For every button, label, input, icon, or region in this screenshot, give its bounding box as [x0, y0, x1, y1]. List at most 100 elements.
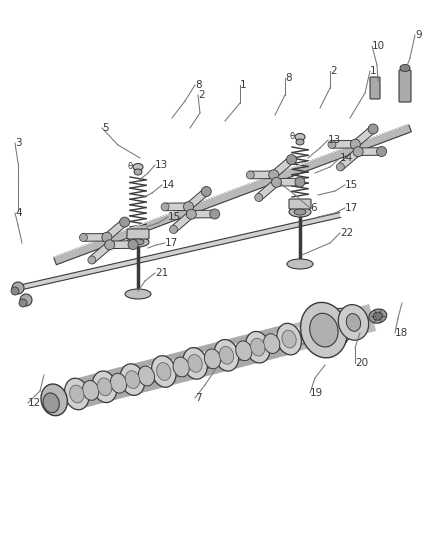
Circle shape	[268, 170, 279, 180]
Text: 6: 6	[310, 203, 317, 213]
Text: 17: 17	[165, 238, 178, 248]
Circle shape	[120, 217, 130, 227]
Text: 17: 17	[345, 203, 358, 213]
Text: 7: 7	[195, 393, 201, 403]
Polygon shape	[82, 219, 126, 241]
Text: 8: 8	[195, 80, 201, 90]
Text: θ: θ	[127, 162, 133, 171]
Text: 14: 14	[340, 153, 353, 163]
Circle shape	[79, 233, 88, 241]
Ellipse shape	[251, 338, 265, 356]
Ellipse shape	[294, 209, 306, 215]
Ellipse shape	[282, 330, 296, 348]
Polygon shape	[257, 179, 301, 201]
FancyBboxPatch shape	[399, 70, 411, 102]
Circle shape	[201, 187, 211, 197]
Polygon shape	[53, 124, 411, 265]
Ellipse shape	[41, 384, 67, 416]
Ellipse shape	[205, 349, 221, 369]
Text: 19: 19	[310, 388, 323, 398]
Text: 14: 14	[162, 180, 175, 190]
Circle shape	[128, 239, 138, 249]
Text: 15: 15	[168, 212, 181, 222]
Circle shape	[350, 139, 360, 149]
Text: 4: 4	[15, 208, 21, 218]
FancyBboxPatch shape	[370, 77, 380, 99]
Text: 5: 5	[102, 123, 109, 133]
Ellipse shape	[43, 393, 59, 413]
FancyBboxPatch shape	[289, 199, 311, 209]
Text: 1: 1	[370, 66, 377, 76]
Polygon shape	[304, 308, 359, 350]
Ellipse shape	[188, 354, 202, 372]
Text: 21: 21	[155, 268, 168, 278]
Circle shape	[102, 232, 112, 243]
Circle shape	[353, 147, 363, 157]
Text: 13: 13	[155, 160, 168, 170]
Ellipse shape	[134, 169, 142, 175]
Polygon shape	[164, 188, 208, 211]
Text: 10: 10	[372, 41, 385, 51]
Circle shape	[336, 163, 344, 171]
Ellipse shape	[173, 357, 189, 377]
Text: θ: θ	[290, 132, 295, 141]
Circle shape	[295, 177, 305, 187]
Ellipse shape	[236, 341, 252, 361]
Circle shape	[170, 225, 177, 233]
Ellipse shape	[373, 312, 383, 320]
Circle shape	[377, 147, 387, 157]
Ellipse shape	[346, 313, 360, 332]
Ellipse shape	[264, 334, 280, 353]
Ellipse shape	[157, 362, 171, 381]
Ellipse shape	[125, 289, 151, 299]
Text: 3: 3	[15, 138, 21, 148]
Text: 22: 22	[340, 228, 353, 238]
Text: 9: 9	[415, 30, 422, 40]
Ellipse shape	[214, 340, 239, 371]
Ellipse shape	[152, 356, 176, 387]
Ellipse shape	[64, 378, 89, 410]
Ellipse shape	[338, 305, 369, 340]
Ellipse shape	[110, 373, 127, 393]
Ellipse shape	[289, 207, 311, 217]
Text: 13: 13	[328, 135, 341, 145]
Ellipse shape	[219, 346, 233, 364]
Ellipse shape	[300, 302, 347, 358]
Ellipse shape	[127, 237, 149, 247]
Ellipse shape	[295, 133, 305, 141]
Ellipse shape	[98, 378, 112, 395]
Ellipse shape	[70, 385, 84, 403]
Circle shape	[368, 124, 378, 134]
Text: 12: 12	[28, 398, 41, 408]
Ellipse shape	[83, 381, 99, 400]
Circle shape	[328, 140, 336, 148]
Polygon shape	[172, 210, 216, 233]
FancyBboxPatch shape	[127, 229, 149, 239]
Ellipse shape	[287, 259, 313, 269]
Polygon shape	[339, 148, 383, 171]
Polygon shape	[91, 241, 134, 264]
Ellipse shape	[310, 313, 338, 347]
Circle shape	[105, 240, 115, 250]
Ellipse shape	[400, 64, 410, 71]
Text: 1: 1	[240, 80, 247, 90]
Circle shape	[161, 203, 169, 211]
Polygon shape	[249, 156, 293, 179]
Circle shape	[255, 193, 263, 201]
Ellipse shape	[132, 239, 144, 245]
Circle shape	[286, 155, 297, 165]
Circle shape	[88, 256, 96, 264]
Circle shape	[11, 287, 19, 295]
Circle shape	[210, 209, 220, 219]
Polygon shape	[68, 312, 367, 403]
Ellipse shape	[183, 348, 208, 379]
Circle shape	[12, 282, 24, 294]
Circle shape	[19, 299, 27, 307]
Circle shape	[246, 171, 254, 179]
Text: 2: 2	[330, 66, 337, 76]
Text: 15: 15	[345, 180, 358, 190]
Polygon shape	[18, 213, 341, 290]
Ellipse shape	[138, 366, 155, 386]
Text: 20: 20	[355, 358, 368, 368]
Ellipse shape	[125, 371, 140, 389]
